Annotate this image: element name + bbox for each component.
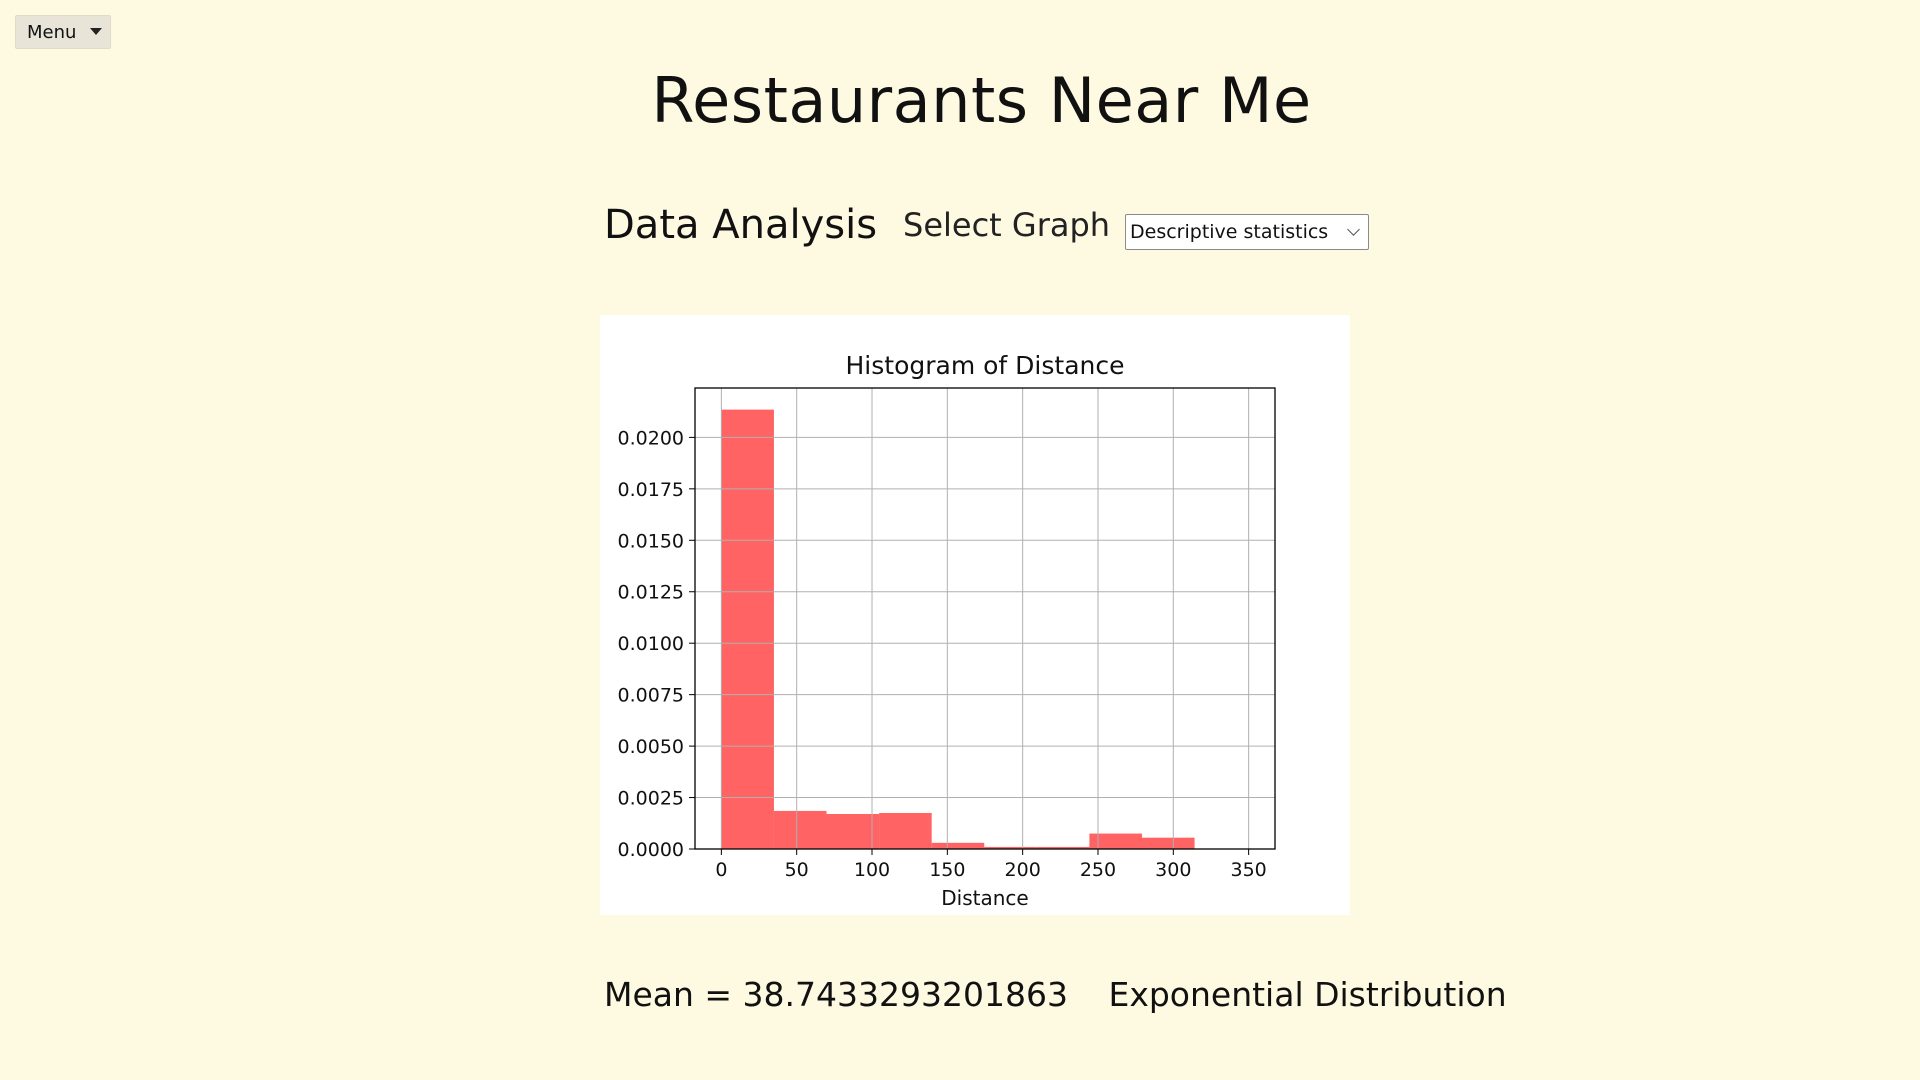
y-tick-label: 0.0025 [618, 788, 684, 810]
histogram-bar [773, 810, 827, 849]
histogram-bar [1089, 833, 1142, 849]
distribution-text: Exponential Distribution [1108, 975, 1507, 1014]
histogram-bar [879, 812, 932, 849]
y-tick-label: 0.0200 [618, 427, 684, 449]
y-tick-label: 0.0075 [618, 685, 684, 707]
x-axis-label: Distance [941, 886, 1028, 910]
stats-line: Mean = 38.7433293201863 Exponential Dist… [604, 975, 1507, 1014]
y-tick-label: 0.0125 [618, 582, 684, 604]
section-label: Data Analysis [604, 202, 878, 248]
plot-frame [694, 387, 1276, 850]
select-graph-label: Select Graph [903, 206, 1111, 244]
histogram-bar [1141, 837, 1195, 849]
histogram-bar [931, 842, 985, 849]
menu-label: Menu [27, 21, 77, 43]
y-tick-label: 0.0000 [618, 839, 684, 861]
histogram-chart: 0 50 100 150 200 250 300 350 0.0000 0.0025 0.0050 0… [618, 351, 1276, 910]
x-tick-label: 100 [854, 859, 890, 881]
chevron-down-icon [1347, 223, 1360, 236]
x-tick-label: 150 [929, 859, 965, 881]
histogram-bar [1036, 846, 1090, 849]
chart-panel: 0 50 100 150 200 250 300 350 0.0000 0.0025 0.0050 0… [600, 315, 1350, 915]
x-tick-label: 0 [715, 859, 727, 881]
histogram-bar [721, 409, 774, 849]
y-tick-label: 0.0175 [618, 479, 684, 501]
graph-select-dropdown[interactable]: Descriptive statistics [1125, 214, 1369, 250]
y-tick-label: 0.0050 [618, 736, 684, 758]
graph-select-value: Descriptive statistics [1130, 221, 1329, 243]
histogram-bar [826, 814, 880, 849]
menu-button[interactable]: Menu [15, 15, 111, 49]
x-tick-label: 250 [1080, 859, 1116, 881]
y-tick-label: 0.0150 [618, 530, 684, 552]
x-tick-label: 300 [1155, 859, 1191, 881]
page-title: Restaurants Near Me [651, 64, 1312, 137]
y-tick-label: 0.0100 [618, 633, 684, 655]
mean-text: Mean = 38.7433293201863 [604, 975, 1068, 1014]
histogram-bar [984, 846, 1037, 849]
x-tick-label: 350 [1231, 859, 1267, 881]
chart-title: Histogram of Distance [846, 351, 1125, 380]
x-tick-label: 200 [1005, 859, 1041, 881]
caret-down-icon [90, 28, 102, 35]
x-tick-label: 50 [785, 859, 809, 881]
